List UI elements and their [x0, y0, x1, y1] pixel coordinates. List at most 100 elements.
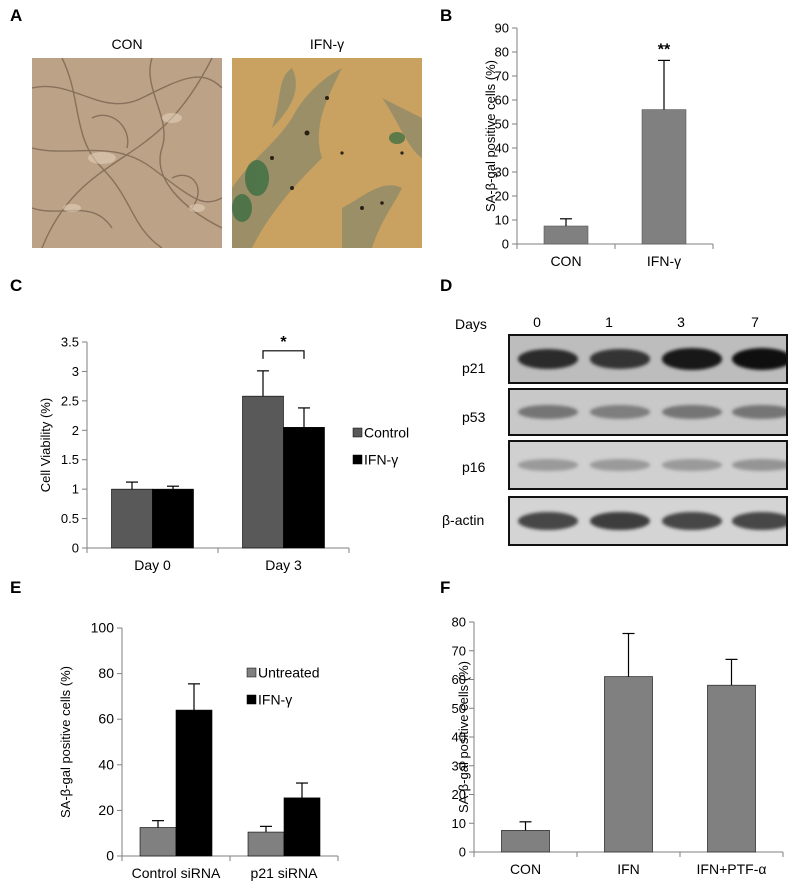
blot-band	[732, 404, 786, 420]
y-tick-label: 3.5	[61, 335, 79, 350]
x-tick-label: IFN	[617, 861, 640, 877]
lane-label-1: 1	[605, 314, 613, 330]
legend-swatch-c-1	[352, 454, 363, 465]
legend-label-c-0: Control	[364, 425, 409, 441]
blot-band	[518, 349, 578, 369]
y-tick-label: 40	[452, 730, 466, 745]
y-tick-label: 40	[98, 756, 114, 772]
y-tick-label: 60	[495, 93, 509, 108]
x-tick-label: IFN+PTF-α	[697, 861, 767, 877]
bar-f-0	[501, 830, 550, 853]
significance-marker: *	[280, 334, 287, 351]
y-tick-label: 50	[452, 701, 466, 716]
bar-b-1	[641, 109, 687, 245]
y-tick-label: 2.5	[61, 393, 79, 408]
bar-e-0-1	[247, 831, 285, 857]
blot-band	[590, 405, 650, 419]
x-tick-label: Day 3	[265, 557, 302, 573]
y-tick-label: 90	[495, 21, 509, 36]
blot-strip-beta-actin	[508, 496, 788, 546]
panel-letter-f: F	[440, 578, 451, 597]
blot-band	[662, 348, 722, 370]
days-label: Days	[455, 316, 487, 332]
blot-band	[590, 511, 650, 531]
legend-swatch-e-0	[246, 667, 257, 678]
blot-band	[518, 459, 578, 471]
lane-label-0: 0	[533, 314, 541, 330]
y-tick-label: 50	[495, 117, 509, 132]
bar-c-0-0	[111, 488, 153, 549]
micrograph-label-con: CON	[111, 36, 143, 52]
y-tick-label: 1.5	[61, 452, 79, 467]
y-tick-label: 80	[452, 615, 466, 630]
blot-strip-p21	[508, 334, 788, 384]
y-tick-label: 30	[495, 165, 509, 180]
blot-strip-p16	[508, 440, 788, 490]
y-tick-label: 10	[452, 816, 466, 831]
panel-letter-b: B	[440, 6, 453, 25]
panel-letter-a: A	[10, 6, 23, 25]
bar-e-1-0	[175, 709, 213, 857]
significance-marker: **	[658, 41, 671, 58]
micrograph-label-ifn: IFN-γ	[309, 36, 345, 52]
y-axis-label: SA-β-gal positive cells (%)	[456, 661, 471, 813]
x-tick-label: CON	[510, 861, 541, 877]
blot-strip-p53	[508, 388, 788, 436]
legend-swatch-c-0	[352, 427, 363, 438]
y-tick-label: 40	[495, 141, 509, 156]
micrograph-con	[32, 58, 222, 248]
panel-letter-d: D	[440, 276, 453, 295]
bar-e-0-0	[139, 827, 177, 857]
blot-band	[732, 512, 786, 530]
y-tick-label: 3	[72, 364, 79, 379]
y-tick-label: 30	[452, 758, 466, 773]
y-tick-label: 1	[72, 482, 79, 497]
bar-c-0-1	[242, 395, 284, 549]
y-tick-label: 2	[72, 423, 79, 438]
blot-row-label-p21: p21	[462, 360, 486, 376]
y-tick-label: 0	[106, 848, 114, 864]
y-tick-label: 20	[452, 787, 466, 802]
y-tick-label: 20	[98, 802, 114, 818]
y-tick-label: 80	[98, 665, 114, 681]
blot-row-label-beta-actin: β-actin	[442, 512, 485, 528]
bar-f-1	[604, 676, 653, 853]
legend-swatch-e-1	[246, 694, 257, 705]
x-tick-label: Control siRNA	[132, 865, 221, 881]
y-tick-label: 100	[91, 620, 115, 636]
y-axis-label: SA-β-gal positive cells (%)	[483, 60, 498, 212]
blot-band	[732, 459, 786, 471]
x-tick-label: p21 siRNA	[251, 865, 319, 881]
blot-band	[732, 348, 786, 370]
blot-band	[518, 404, 578, 420]
bar-c-1-1	[283, 427, 325, 549]
y-tick-label: 20	[495, 189, 509, 204]
y-tick-label: 0.5	[61, 511, 79, 526]
y-axis-label: SA-β-gal positive cells (%)	[58, 666, 73, 818]
micrograph-ifn	[232, 58, 422, 248]
blot-band	[662, 512, 722, 530]
blot-band	[590, 349, 650, 369]
panel-letter-e: E	[10, 578, 22, 597]
blot-row-label-p53: p53	[462, 409, 486, 425]
legend-label-e-1: IFN-γ	[258, 692, 292, 708]
blot-band	[590, 459, 650, 471]
y-tick-label: 60	[98, 711, 114, 727]
bar-f-2	[707, 684, 756, 853]
y-tick-label: 80	[495, 45, 509, 60]
y-tick-label: 0	[459, 845, 466, 860]
legend-label-e-0: Untreated	[258, 665, 319, 681]
y-tick-label: 0	[72, 541, 79, 556]
x-tick-label: CON	[550, 253, 581, 269]
bar-b-0	[543, 225, 589, 245]
blot-band	[518, 512, 578, 530]
y-tick-label: 60	[452, 672, 466, 687]
y-tick-label: 0	[502, 237, 509, 252]
legend-label-c-1: IFN-γ	[364, 452, 398, 468]
blot-band	[662, 459, 722, 471]
bar-e-1-1	[283, 797, 321, 857]
x-tick-label: Day 0	[134, 557, 171, 573]
x-tick-label: IFN-γ	[647, 253, 681, 269]
significance-bracket	[262, 350, 305, 359]
